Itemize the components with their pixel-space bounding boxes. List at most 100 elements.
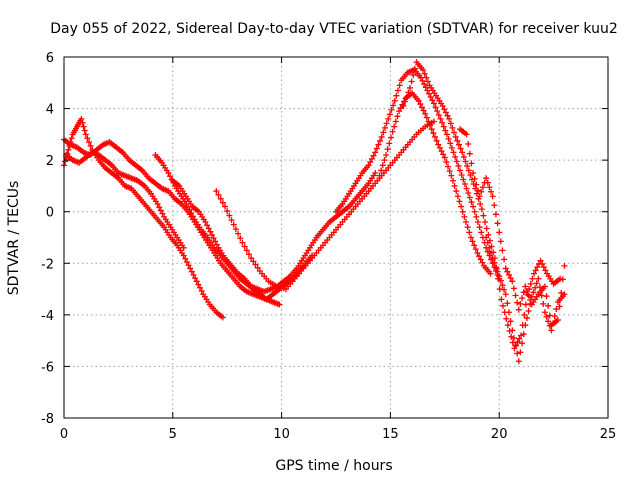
data-point	[514, 299, 521, 306]
data-point	[492, 264, 499, 271]
data-point	[239, 239, 246, 246]
data-point	[402, 98, 409, 105]
data-point	[466, 194, 473, 201]
data-point	[476, 193, 483, 200]
satellite-track-g	[333, 66, 503, 282]
data-point	[442, 109, 449, 116]
data-point	[458, 171, 465, 178]
data-point	[543, 313, 550, 320]
data-point	[486, 244, 493, 251]
data-point	[432, 104, 439, 111]
data-point	[405, 89, 412, 96]
data-point	[427, 93, 434, 100]
data-point	[463, 131, 470, 138]
data-point	[553, 306, 560, 313]
data-point	[376, 172, 383, 179]
data-point	[384, 146, 391, 153]
data-point	[232, 226, 239, 233]
data-point	[533, 280, 540, 287]
data-point	[188, 210, 195, 217]
data-point	[421, 81, 428, 88]
data-point	[451, 182, 458, 189]
y-tick-labels: -8 -6 -4 -2 0 2 4 6	[41, 51, 54, 427]
data-point	[459, 149, 466, 156]
data-point	[537, 257, 544, 264]
data-point	[449, 124, 456, 131]
data-point	[488, 188, 495, 195]
data-point	[521, 311, 528, 318]
data-point	[250, 258, 257, 265]
data-point	[375, 141, 382, 148]
data-point	[396, 108, 403, 115]
x-tick-label: 20	[491, 427, 508, 442]
data-point	[539, 260, 546, 267]
data-point	[497, 238, 504, 245]
data-point	[551, 313, 558, 320]
data-point	[472, 246, 479, 253]
data-point	[479, 184, 486, 191]
data-point	[388, 106, 395, 113]
data-point	[465, 190, 472, 197]
data-point	[391, 97, 398, 104]
y-tick-label: 0	[46, 206, 54, 221]
data-point	[82, 131, 89, 138]
data-point	[499, 282, 506, 289]
data-point	[515, 358, 522, 365]
data-point	[531, 270, 538, 277]
y-tick-label: -6	[41, 360, 54, 375]
data-point	[408, 78, 415, 85]
data-point	[182, 255, 189, 262]
data-point	[226, 212, 233, 219]
data-point	[190, 271, 197, 278]
data-point	[476, 224, 483, 231]
data-point	[456, 198, 463, 205]
data-point	[484, 248, 491, 255]
data-point	[514, 350, 521, 357]
data-point	[517, 349, 524, 356]
data-point	[510, 285, 517, 292]
data-point	[68, 135, 75, 142]
data-point	[514, 338, 521, 345]
data-point	[474, 187, 481, 194]
data-point	[470, 203, 477, 210]
data-point	[219, 199, 226, 206]
data-point	[188, 268, 195, 275]
data-point	[458, 203, 465, 210]
data-point	[380, 129, 387, 136]
x-tick-label: 0	[60, 427, 68, 442]
data-point	[486, 184, 493, 191]
data-point	[489, 193, 496, 200]
data-point	[230, 221, 237, 228]
data-point	[473, 181, 480, 188]
data-point	[372, 149, 379, 156]
y-tick-label: 6	[46, 51, 54, 66]
data-point	[167, 173, 174, 180]
satellite-track-f	[213, 118, 437, 293]
data-point	[393, 92, 400, 99]
grid-lines	[64, 57, 608, 418]
data-point	[399, 101, 406, 108]
data-point	[519, 295, 526, 302]
data-point	[434, 108, 441, 115]
data-point	[245, 251, 252, 258]
data-point	[525, 292, 532, 299]
data-point	[507, 275, 514, 282]
data-point	[541, 309, 548, 316]
data-point	[411, 65, 418, 72]
data-point	[79, 119, 86, 126]
data-point	[204, 222, 211, 229]
data-point	[545, 302, 552, 309]
data-point	[410, 72, 417, 79]
y-tick-label: 2	[46, 154, 54, 169]
satellite-track-b	[61, 115, 226, 321]
data-point	[455, 141, 462, 148]
data-point	[432, 133, 439, 140]
data-point	[504, 300, 511, 307]
data-point	[478, 229, 485, 236]
data-point	[501, 286, 508, 293]
data-point	[423, 114, 430, 121]
data-point	[185, 262, 192, 269]
data-point	[516, 335, 523, 342]
data-point	[427, 122, 434, 129]
data-point	[453, 188, 460, 195]
